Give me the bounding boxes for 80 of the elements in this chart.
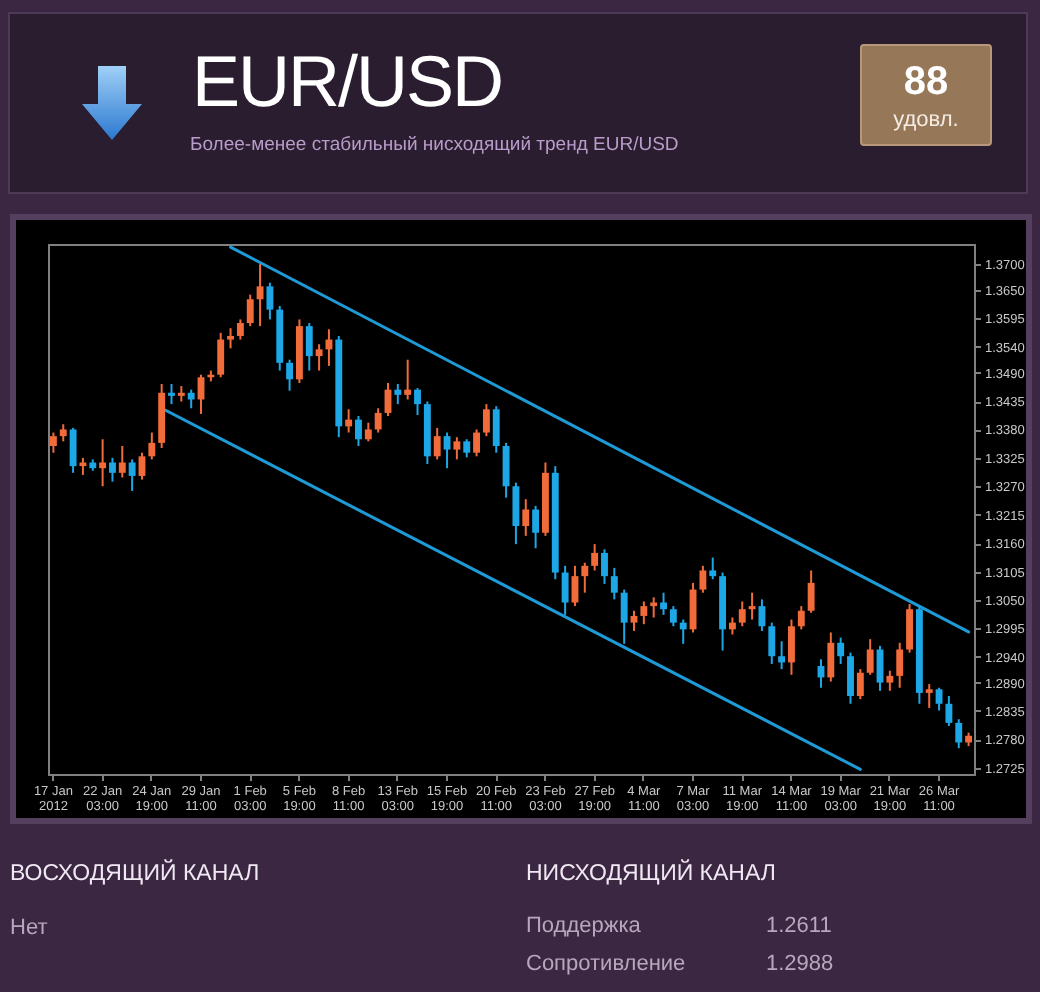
candlestick [866, 638, 874, 676]
candlestick [492, 405, 500, 454]
candlestick [355, 415, 362, 447]
candlestick [630, 609, 638, 632]
candlestick [473, 428, 480, 458]
candlestick [227, 327, 234, 350]
candlestick [345, 408, 353, 434]
candlestick [935, 686, 943, 712]
candlestick [522, 498, 530, 537]
candlestick [453, 436, 461, 461]
candlestick [699, 564, 707, 594]
candlestick [99, 438, 107, 488]
candlestick [69, 426, 77, 474]
candlestick [955, 718, 963, 750]
candlestick [217, 331, 225, 379]
text: 1.2988 [766, 950, 834, 978]
text: Поддержка [526, 912, 641, 940]
candlestick [463, 438, 471, 459]
candlestick [532, 504, 540, 550]
candlestick [404, 358, 412, 401]
text: 1.2611 [766, 912, 832, 940]
candlestick [256, 263, 264, 328]
candlestick [148, 431, 156, 461]
candlestick [109, 456, 116, 483]
candlestick [414, 387, 421, 416]
candlestick [561, 564, 569, 616]
candlestick [512, 481, 520, 546]
candlestick [591, 543, 599, 572]
candlestick [305, 322, 313, 372]
candlestick [925, 683, 933, 709]
candlestick [118, 444, 126, 479]
candlestick [778, 640, 786, 671]
candlestick [906, 603, 913, 654]
candlestick [394, 382, 402, 406]
text: ВОСХОДЯЩИЙ КАНАЛ [10, 860, 260, 888]
candlestick [266, 281, 274, 321]
candlestick [738, 600, 746, 628]
candlestick [246, 293, 254, 328]
candlestick [650, 596, 658, 619]
candlestick [886, 669, 894, 692]
candlestick [837, 636, 845, 665]
candlestick [315, 343, 323, 372]
candlestick [827, 631, 835, 683]
candlestick [374, 407, 382, 434]
text: Сопротивление [526, 950, 686, 978]
candlestick [679, 618, 687, 645]
candlestick [669, 605, 677, 628]
candlestick [620, 588, 628, 645]
candlestick [768, 621, 776, 665]
candlestick [502, 441, 510, 499]
chart-title: EUR/USD [192, 40, 503, 122]
candlestick [364, 421, 372, 443]
candlestick [610, 566, 618, 601]
candlestick [660, 591, 667, 616]
candlestick [748, 591, 756, 621]
candlestick [856, 668, 864, 701]
rating-badge: 88 удовл. [860, 44, 992, 146]
candlestick [788, 618, 795, 676]
candlestick [640, 600, 648, 626]
candlestick [128, 458, 136, 492]
candlestick [49, 431, 57, 454]
candlestick [945, 695, 953, 727]
candlestick [482, 403, 490, 438]
text: НИСХОДЯЩИЙ КАНАЛ [526, 860, 776, 888]
candlestick [581, 561, 589, 594]
candlestick [601, 548, 608, 585]
candlestick [758, 598, 766, 632]
candlestick [443, 431, 451, 470]
candlestick [433, 426, 441, 461]
candlestick [187, 388, 195, 410]
candlestick [168, 382, 175, 406]
chart-subtitle: Более-менее стабильный нисходящий тренд EUR/USD [190, 134, 679, 156]
candlestick [797, 605, 805, 631]
candlestick [709, 556, 717, 581]
candlestick [236, 318, 244, 341]
text: Нет [10, 914, 48, 942]
candlestick [286, 358, 294, 392]
candlestick [847, 651, 854, 705]
candlestick [896, 641, 904, 689]
candlestick [807, 569, 815, 614]
